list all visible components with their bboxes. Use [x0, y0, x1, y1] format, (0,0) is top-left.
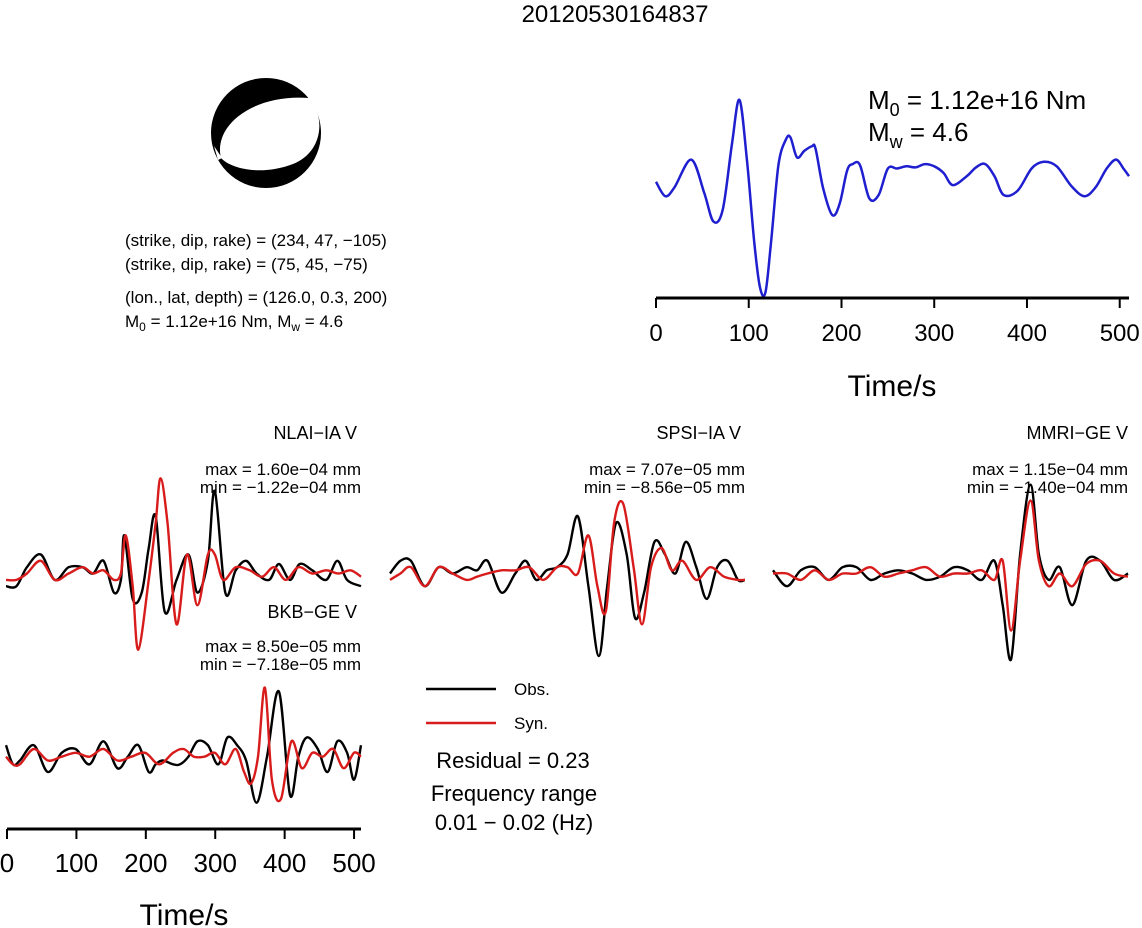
x-tick-label: 300: [194, 848, 237, 878]
mechanism-line-2: (strike, dip, rake) = (75, 45, −75): [125, 255, 368, 274]
observed-trace: [772, 483, 1129, 662]
stf-m0-label: M0 = 1.12e+16 Nm: [868, 85, 1086, 120]
station-title: BKB−GE V: [267, 602, 357, 622]
x-tick-label: 500: [1100, 320, 1140, 347]
stf-x-axis-label: Time/s: [848, 370, 937, 403]
station-title: NLAI−IA V: [273, 423, 357, 443]
x-tick-label: 400: [1007, 320, 1047, 347]
max-amplitude-label: max = 8.50e−05 mm: [205, 637, 361, 656]
legend-obs-label: Obs.: [514, 680, 550, 699]
x-tick-label: 100: [55, 848, 98, 878]
stf-curve: [654, 98, 1131, 298]
synthetic-trace: [5, 477, 362, 651]
mechanism-line-1: (strike, dip, rake) = (234, 47, −105): [125, 231, 387, 250]
max-amplitude-label: max = 1.15e−04 mm: [972, 460, 1128, 479]
residual-text: Residual = 0.23: [436, 748, 590, 773]
frequency-title: Frequency range: [431, 781, 597, 806]
stf-x-axis: 0 100 200 300 400 500: [649, 296, 1140, 347]
traces-x-axis: 0 100 200 300 400 500: [0, 827, 376, 878]
station-title: MMRI−GE V: [1026, 423, 1128, 443]
traces-x-axis-label: Time/s: [140, 899, 229, 928]
legend: Obs. Syn. Residual = 0.23 Frequency rang…: [426, 680, 597, 835]
mechanism-line-3: (lon., lat, depth) = (126.0, 0.3, 200): [125, 288, 387, 307]
mechanism-line-4: M0 = 1.12e+16 Nm, Mw = 4.6: [125, 312, 343, 334]
frequency-range: 0.01 − 0.02 (Hz): [435, 810, 593, 835]
synthetic-trace: [772, 499, 1129, 632]
beachball-white-lobe: [219, 97, 320, 171]
max-amplitude-label: max = 1.60e−04 mm: [205, 460, 361, 479]
stf-mw-label: Mw = 4.6: [868, 117, 968, 152]
min-amplitude-label: min = −1.22e−04 mm: [200, 478, 361, 497]
synthetic-trace: [5, 686, 362, 803]
observed-trace: [4, 690, 363, 804]
x-tick-label: 0: [649, 320, 662, 347]
x-tick-label: 200: [124, 848, 167, 878]
station-title: SPSI−IA V: [656, 423, 741, 443]
min-amplitude-label: min = −7.18e−05 mm: [200, 655, 361, 674]
x-tick-label: 200: [821, 320, 861, 347]
min-amplitude-label: min = −1.40e−04 mm: [967, 478, 1128, 497]
x-tick-label: 0: [0, 848, 14, 878]
beachball: [211, 78, 321, 188]
min-amplitude-label: min = −8.56e−05 mm: [584, 478, 745, 497]
beachball-white-sliver: [214, 146, 222, 160]
x-tick-label: 300: [914, 320, 954, 347]
x-tick-label: 400: [263, 848, 306, 878]
stf-panel: M0 = 1.12e+16 Nm Mw = 4.6 0 100 200 300 400 5…: [649, 85, 1139, 403]
x-tick-label: 500: [332, 848, 375, 878]
legend-syn-label: Syn.: [514, 714, 548, 733]
max-amplitude-label: max = 7.07e−05 mm: [589, 460, 745, 479]
figure-title: 20120530164837: [522, 1, 709, 28]
x-tick-label: 100: [729, 320, 769, 347]
observed-trace: [5, 489, 362, 615]
observed-trace: [389, 514, 746, 658]
synthetic-trace: [389, 499, 746, 626]
mechanism-info: (strike, dip, rake) = (234, 47, −105) (s…: [125, 231, 387, 334]
